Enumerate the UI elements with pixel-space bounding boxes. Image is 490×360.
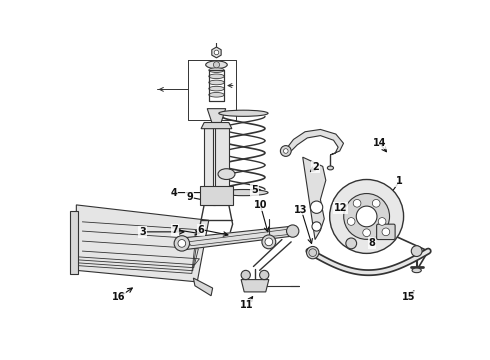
Polygon shape bbox=[200, 186, 233, 205]
Circle shape bbox=[214, 50, 219, 55]
Circle shape bbox=[347, 218, 355, 225]
Circle shape bbox=[330, 180, 404, 253]
Circle shape bbox=[343, 194, 390, 239]
Circle shape bbox=[213, 62, 220, 68]
Circle shape bbox=[353, 199, 361, 207]
Circle shape bbox=[260, 270, 269, 280]
Circle shape bbox=[372, 199, 380, 207]
Text: 4: 4 bbox=[171, 188, 177, 198]
FancyBboxPatch shape bbox=[377, 224, 395, 239]
Polygon shape bbox=[76, 205, 209, 282]
Text: 11: 11 bbox=[240, 300, 253, 310]
Circle shape bbox=[280, 145, 291, 156]
Text: 7: 7 bbox=[172, 225, 178, 235]
Circle shape bbox=[309, 249, 317, 256]
Text: 12: 12 bbox=[334, 203, 347, 213]
Circle shape bbox=[178, 239, 186, 247]
Polygon shape bbox=[70, 211, 78, 274]
Polygon shape bbox=[213, 122, 215, 205]
Ellipse shape bbox=[206, 61, 227, 69]
Ellipse shape bbox=[219, 189, 268, 195]
Text: 6: 6 bbox=[197, 225, 204, 235]
Ellipse shape bbox=[307, 247, 319, 259]
Circle shape bbox=[411, 246, 422, 256]
Ellipse shape bbox=[209, 74, 224, 78]
Text: 8: 8 bbox=[368, 238, 375, 248]
Text: 1: 1 bbox=[396, 176, 403, 186]
Circle shape bbox=[174, 236, 190, 251]
Ellipse shape bbox=[209, 68, 224, 72]
Circle shape bbox=[346, 238, 357, 249]
Text: 10: 10 bbox=[254, 200, 267, 210]
Circle shape bbox=[265, 238, 273, 246]
Polygon shape bbox=[241, 280, 269, 292]
Circle shape bbox=[283, 149, 288, 153]
Text: 13: 13 bbox=[294, 204, 308, 215]
Ellipse shape bbox=[209, 93, 224, 97]
Polygon shape bbox=[204, 122, 229, 205]
Text: 15: 15 bbox=[401, 292, 415, 302]
Text: 16: 16 bbox=[112, 292, 125, 302]
Circle shape bbox=[378, 218, 386, 225]
Text: 14: 14 bbox=[373, 138, 387, 148]
Polygon shape bbox=[286, 130, 343, 155]
Ellipse shape bbox=[412, 268, 421, 273]
Polygon shape bbox=[207, 109, 226, 122]
Circle shape bbox=[382, 228, 390, 236]
Polygon shape bbox=[182, 226, 296, 249]
Text: 9: 9 bbox=[186, 192, 193, 202]
Ellipse shape bbox=[327, 166, 334, 170]
Circle shape bbox=[363, 229, 370, 237]
Text: 2: 2 bbox=[313, 162, 319, 172]
Circle shape bbox=[287, 225, 299, 237]
Circle shape bbox=[356, 206, 377, 227]
Circle shape bbox=[312, 222, 321, 231]
Circle shape bbox=[311, 201, 323, 213]
Ellipse shape bbox=[219, 110, 268, 116]
Ellipse shape bbox=[209, 86, 224, 91]
Text: 3: 3 bbox=[139, 227, 146, 237]
Ellipse shape bbox=[218, 169, 235, 180]
Circle shape bbox=[241, 270, 250, 280]
Polygon shape bbox=[194, 278, 213, 296]
Polygon shape bbox=[303, 157, 326, 239]
Ellipse shape bbox=[209, 80, 224, 85]
Text: 5: 5 bbox=[251, 185, 258, 195]
Polygon shape bbox=[201, 122, 232, 129]
Ellipse shape bbox=[262, 235, 276, 249]
